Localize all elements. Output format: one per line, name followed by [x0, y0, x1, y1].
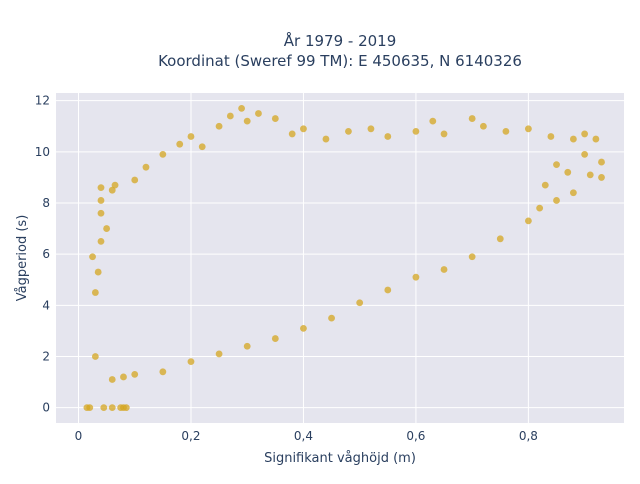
- data-point: [108, 186, 116, 194]
- data-point: [412, 273, 420, 281]
- data-point: [159, 368, 167, 376]
- data-point: [103, 225, 111, 232]
- data-point: [547, 133, 555, 140]
- data-point: [176, 140, 184, 148]
- y-tick-label: 4: [42, 298, 50, 312]
- data-point: [215, 350, 223, 358]
- data-point: [108, 404, 116, 412]
- data-point: [502, 127, 510, 135]
- x-tick-label: 0,4: [294, 429, 313, 443]
- data-point: [468, 253, 476, 261]
- data-point: [592, 135, 600, 143]
- data-point: [480, 122, 487, 130]
- data-point: [367, 125, 375, 133]
- data-point: [553, 161, 560, 169]
- y-tick-label: 2: [42, 349, 50, 363]
- data-point: [187, 133, 195, 140]
- data-point: [581, 150, 589, 158]
- y-tick-label: 6: [42, 247, 50, 261]
- data-point: [198, 143, 206, 151]
- plot-background: [56, 93, 624, 423]
- data-point: [94, 268, 102, 276]
- chart-title-line2: Koordinat (Sweref 99 TM): E 450635, N 61…: [158, 52, 522, 70]
- y-tick-label: 0: [42, 401, 50, 415]
- data-point: [288, 130, 296, 138]
- data-point: [111, 181, 119, 189]
- data-point: [97, 237, 105, 245]
- data-point: [598, 158, 605, 166]
- data-point: [271, 115, 279, 122]
- data-point: [91, 353, 99, 360]
- x-tick-label: 0,6: [406, 429, 425, 443]
- data-point: [384, 133, 392, 140]
- data-point: [91, 289, 99, 296]
- data-point: [536, 204, 544, 212]
- data-point: [322, 135, 330, 143]
- data-point: [243, 117, 251, 125]
- data-point: [356, 299, 364, 307]
- data-point: [215, 122, 223, 130]
- tick-labels: 0 0,2 0,4 0,6 0,8 0 2 4 6 8 10 12: [35, 94, 538, 443]
- data-point: [243, 342, 251, 350]
- data-points: [83, 104, 605, 412]
- data-point: [569, 189, 577, 197]
- data-point: [345, 127, 352, 135]
- data-point: [159, 150, 167, 158]
- data-point: [100, 404, 108, 412]
- data-point: [569, 135, 577, 143]
- data-point: [131, 370, 139, 378]
- y-axis-title: Vågperiod (s): [15, 215, 30, 302]
- data-point: [108, 376, 116, 383]
- data-point: [131, 176, 139, 184]
- data-point: [586, 171, 594, 179]
- data-point: [541, 181, 549, 189]
- data-point: [581, 130, 589, 138]
- x-tick-label: 0,2: [181, 429, 200, 443]
- data-point: [384, 286, 392, 294]
- data-point: [524, 125, 532, 133]
- data-point: [300, 324, 307, 332]
- grid-lines: [56, 93, 624, 423]
- data-point: [300, 125, 307, 133]
- data-point: [226, 112, 234, 120]
- y-tick-label: 8: [42, 196, 50, 210]
- data-point: [564, 168, 572, 176]
- data-point: [187, 358, 195, 366]
- data-point: [86, 404, 94, 412]
- data-point: [97, 209, 105, 217]
- data-point: [598, 174, 605, 181]
- data-point: [328, 314, 335, 322]
- data-point: [429, 117, 437, 125]
- data-point: [89, 253, 96, 261]
- data-point: [122, 404, 130, 412]
- y-tick-label: 10: [35, 145, 50, 159]
- y-tick-label: 12: [35, 94, 50, 108]
- data-point: [524, 217, 532, 225]
- data-point: [271, 335, 279, 342]
- chart-title-line1: År 1979 - 2019: [284, 31, 397, 50]
- data-point: [496, 235, 504, 243]
- x-axis-title: Signifikant våghöjd (m): [264, 451, 416, 466]
- x-tick-label: 0: [75, 429, 83, 443]
- data-point: [468, 115, 476, 122]
- x-tick-label: 0,8: [519, 429, 538, 443]
- data-point: [97, 184, 105, 192]
- data-point: [120, 373, 127, 381]
- data-point: [440, 266, 448, 273]
- data-point: [238, 104, 245, 112]
- data-point: [255, 110, 262, 117]
- data-point: [142, 163, 150, 171]
- data-point: [553, 197, 560, 204]
- data-point: [412, 127, 420, 135]
- data-point: [97, 197, 105, 204]
- data-point: [440, 130, 448, 138]
